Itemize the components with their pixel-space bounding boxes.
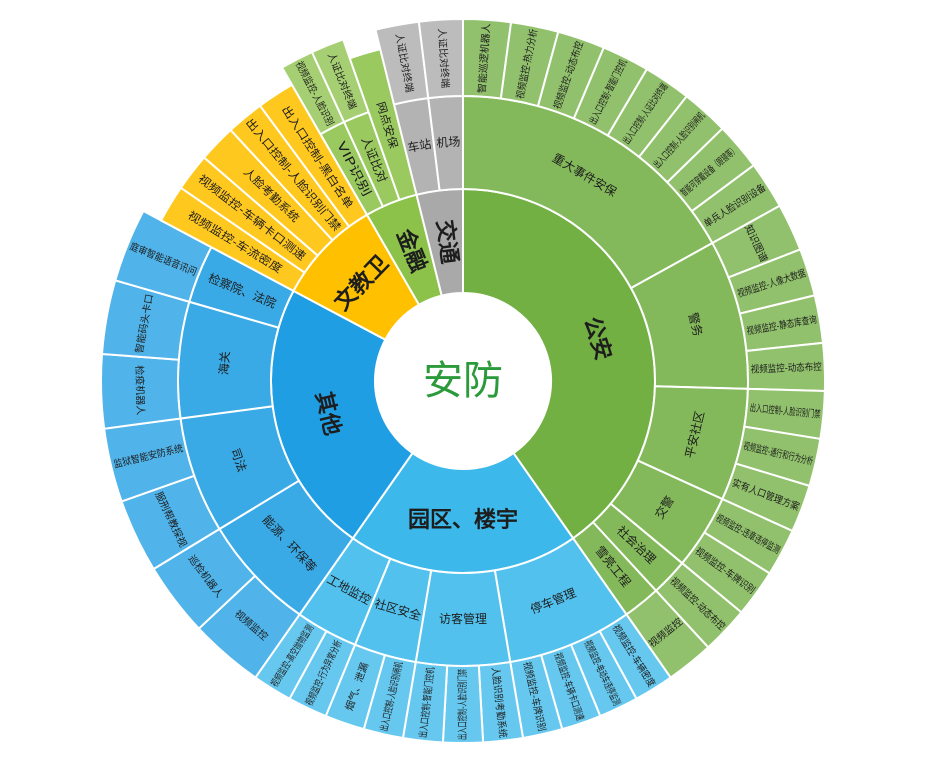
sub-sector-label: 车站 <box>406 136 432 155</box>
sector-label: 交通 <box>431 218 462 265</box>
sub-sector-label: 机场 <box>436 135 461 150</box>
sector-label: 园区、楼宇 <box>408 508 518 533</box>
leaf-label: 出入口控制-人脸识别门禁 <box>456 669 469 740</box>
leaf-label: 人证比对终端 <box>435 28 452 89</box>
sub-sector-label: 警务 <box>686 311 706 338</box>
leaf-label: 检疫机器人 <box>133 365 147 415</box>
sub-sector-label: 访客管理 <box>439 611 487 626</box>
leaf-label: 视频监控-动态布控 <box>751 360 822 376</box>
center-circle <box>375 293 551 469</box>
sub-sector-label: 海关 <box>216 351 233 376</box>
center-label: 安防 <box>423 358 503 404</box>
leaf-sector <box>417 17 464 100</box>
